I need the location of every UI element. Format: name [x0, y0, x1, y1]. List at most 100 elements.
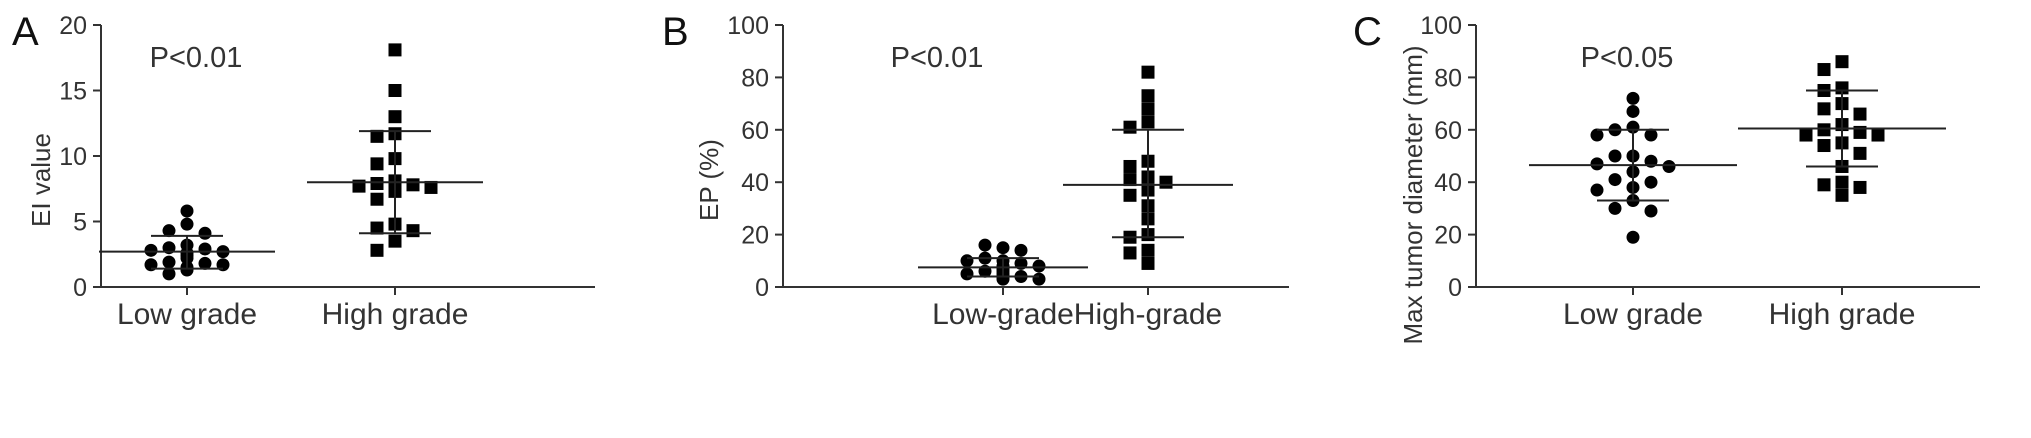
data-point-square: [1835, 55, 1849, 69]
y-tick-label: 60: [741, 117, 769, 145]
y-tick-label: 0: [1448, 274, 1462, 302]
data-point-circle: [162, 255, 176, 269]
panel-b: B EP (%) P<0.01 0 20 40 60 80 100 Low-grade Hig…: [662, 10, 1289, 331]
data-point-square: [388, 234, 402, 248]
panel-letter: A: [12, 10, 39, 54]
data-point-square: [1853, 107, 1867, 121]
y-axis-label: EI value: [26, 133, 56, 227]
data-point-circle: [1644, 204, 1658, 218]
data-point-circle: [1032, 272, 1046, 286]
y-tick-label: 20: [741, 222, 769, 250]
y-tick-label: 80: [1434, 64, 1462, 92]
y-tick-label: 40: [741, 169, 769, 197]
data-point-square: [1817, 178, 1831, 192]
data-point-circle: [144, 243, 158, 257]
data-point-square: [388, 84, 402, 97]
data-point-square: [1123, 120, 1137, 134]
data-point-square: [1159, 175, 1173, 189]
y-tick-label: 5: [73, 209, 87, 237]
data-point-circle: [1644, 175, 1658, 189]
x-category-label: Low grade: [1563, 298, 1703, 331]
data-point-square: [1817, 102, 1831, 116]
data-point-square: [1853, 180, 1867, 194]
panel-letter: C: [1353, 10, 1382, 54]
data-point-circle: [1644, 128, 1658, 142]
data-point-square: [370, 243, 384, 257]
data-point-square: [1835, 175, 1849, 189]
x-category-label: Low grade: [117, 298, 257, 331]
data-point-square: [406, 224, 420, 238]
data-point-square: [1123, 159, 1137, 173]
data-point-square: [1141, 115, 1155, 129]
data-point-square: [1799, 128, 1813, 142]
data-point-circle: [1590, 183, 1604, 197]
data-point-square: [424, 180, 438, 194]
panel-letter: B: [662, 10, 689, 54]
data-point-circle: [1626, 104, 1640, 118]
data-point-square: [1141, 89, 1155, 103]
data-point-circle: [198, 242, 212, 256]
plot-area: 0 20 40 60 80 100 Low grade High grade: [1420, 12, 1980, 331]
data-point-circle: [1590, 128, 1604, 142]
y-tick-label: 100: [727, 12, 769, 40]
y-tick-label: 15: [59, 78, 87, 106]
panel-c: C Max tumor diameter (mm) P<0.05 0 20 40 60…: [1353, 10, 1980, 345]
y-tick-label: 40: [1434, 169, 1462, 197]
y-axis-label: Max tumor diameter (mm): [1398, 45, 1428, 344]
x-category-label: High-grade: [1074, 298, 1222, 331]
data-point-circle: [180, 263, 194, 277]
data-point-square: [1141, 243, 1155, 257]
y-tick-label: 80: [741, 64, 769, 92]
y-tick-label: 0: [73, 274, 87, 302]
data-point-circle: [180, 217, 194, 231]
data-point-circle: [978, 238, 992, 252]
data-point-square: [1123, 246, 1137, 260]
x-category-label: Low-grade: [932, 298, 1074, 331]
data-point-circle: [1608, 173, 1622, 187]
p-value-annotation: P<0.05: [1581, 42, 1674, 74]
data-point-circle: [1626, 91, 1640, 105]
data-point-circle: [1662, 159, 1676, 173]
data-point-square: [370, 192, 384, 206]
panel-a: A EI value P<0.01 0 5 10 15 20 Low grade High …: [12, 10, 595, 331]
data-point-circle: [198, 226, 212, 240]
data-point-square: [1123, 188, 1137, 202]
y-tick-label: 20: [59, 12, 87, 40]
plot-area: 0 5 10 15 20 Low grade High grade: [59, 12, 595, 331]
p-value-annotation: P<0.01: [891, 42, 984, 74]
data-point-circle: [1014, 243, 1028, 257]
data-point-square: [388, 110, 402, 124]
x-category-label: High grade: [1769, 298, 1916, 331]
data-point-circle: [1608, 149, 1622, 163]
y-tick-label: 10: [59, 143, 87, 171]
data-point-square: [370, 177, 384, 191]
y-tick-label: 0: [755, 274, 769, 302]
data-point-square: [1141, 65, 1155, 79]
p-value-annotation: P<0.01: [150, 42, 243, 74]
y-tick-label: 100: [1420, 12, 1462, 40]
data-point-circle: [1608, 201, 1622, 215]
data-point-circle: [1590, 157, 1604, 171]
data-point-square: [1817, 139, 1831, 153]
plot-area: 0 20 40 60 80 100 Low-grade High-grade: [727, 12, 1289, 331]
data-point-circle: [960, 267, 974, 281]
data-point-square: [1141, 102, 1155, 116]
y-tick-label: 20: [1434, 222, 1462, 250]
data-point-square: [388, 43, 402, 57]
data-point-square: [1123, 173, 1137, 187]
data-point-square: [1817, 123, 1831, 137]
data-point-square: [370, 157, 384, 171]
data-point-square: [1853, 146, 1867, 160]
data-point-square: [1835, 188, 1849, 202]
y-tick-label: 60: [1434, 117, 1462, 145]
data-point-square: [370, 129, 384, 143]
data-point-circle: [198, 256, 212, 270]
data-point-circle: [180, 204, 194, 218]
data-point-square: [370, 221, 384, 235]
y-axis-label: EP (%): [694, 139, 724, 221]
data-point-circle: [1626, 230, 1640, 244]
data-point-circle: [162, 224, 176, 238]
data-point-circle: [996, 241, 1010, 255]
data-point-circle: [162, 267, 176, 281]
